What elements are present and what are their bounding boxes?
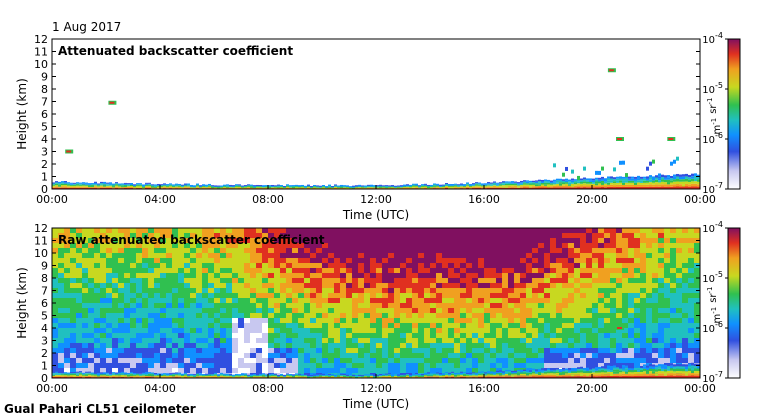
- plot-area: [52, 39, 700, 189]
- x-tick-label: 16:00: [468, 193, 500, 206]
- x-tick-label: 08:00: [252, 193, 284, 206]
- y-tick-label: 10: [34, 58, 48, 71]
- y-tick-label: 2: [41, 347, 48, 360]
- y-tick-label: 9: [41, 71, 48, 84]
- panel-title: Attenuated backscatter coefficient: [58, 44, 293, 58]
- panel-2: Raw attenuated backscatter coefficient01…: [15, 220, 741, 411]
- y-tick-label: 11: [34, 235, 48, 248]
- x-tick-label: 00:00: [36, 193, 68, 206]
- colorbar-tick-label: 10-5: [702, 270, 723, 285]
- y-tick-label: 11: [34, 46, 48, 59]
- y-tick-label: 0: [41, 183, 48, 196]
- y-tick-label: 4: [41, 133, 48, 146]
- y-tick-label: 1: [41, 360, 48, 373]
- x-axis-label: Time (UTC): [342, 397, 409, 411]
- x-tick-label: 20:00: [576, 382, 608, 395]
- y-tick-label: 2: [41, 158, 48, 171]
- x-tick-label: 00:00: [36, 382, 68, 395]
- y-axis-label: Height (km): [15, 267, 29, 338]
- y-tick-label: 1: [41, 171, 48, 184]
- x-tick-label: 12:00: [360, 193, 392, 206]
- y-tick-label: 12: [34, 222, 48, 235]
- y-tick-label: 10: [34, 247, 48, 260]
- colorbar-tick-label: 10-4: [702, 220, 723, 235]
- x-axis-label: Time (UTC): [342, 208, 409, 222]
- y-tick-label: 12: [34, 33, 48, 46]
- heatmap-cells: [52, 228, 700, 379]
- y-tick-label: 5: [41, 121, 48, 134]
- colorbar-tick-label: 10-7: [702, 370, 723, 385]
- heatmap-cells: [52, 68, 700, 190]
- x-tick-label: 12:00: [360, 382, 392, 395]
- instrument-label: Gual Pahari CL51 ceilometer: [4, 402, 196, 416]
- y-tick-label: 7: [41, 285, 48, 298]
- panel-title: Raw attenuated backscatter coefficient: [58, 233, 325, 247]
- y-axis-label: Height (km): [15, 78, 29, 149]
- y-tick-label: 5: [41, 310, 48, 323]
- x-tick-label: 00:00: [684, 193, 716, 206]
- colorbar: [727, 227, 741, 379]
- y-tick-label: 0: [41, 372, 48, 385]
- colorbar-label: m-1sr-1: [706, 97, 723, 134]
- x-tick-label: 16:00: [468, 382, 500, 395]
- y-tick-label: 3: [41, 335, 48, 348]
- colorbar-tick-label: 10-4: [702, 31, 723, 46]
- colorbar-tick-label: 10-5: [702, 81, 723, 96]
- y-tick-label: 6: [41, 108, 48, 121]
- y-tick-label: 8: [41, 83, 48, 96]
- x-tick-label: 20:00: [576, 193, 608, 206]
- colorbar: [727, 38, 741, 190]
- y-tick-label: 3: [41, 146, 48, 159]
- panel-1: Attenuated backscatter coefficient012345…: [15, 31, 741, 222]
- y-tick-label: 9: [41, 260, 48, 273]
- y-tick-label: 6: [41, 297, 48, 310]
- date-label: 1 Aug 2017: [52, 20, 122, 34]
- x-tick-label: 00:00: [684, 382, 716, 395]
- y-tick-label: 7: [41, 96, 48, 109]
- x-tick-label: 08:00: [252, 382, 284, 395]
- y-tick-label: 4: [41, 322, 48, 335]
- y-tick-label: 8: [41, 272, 48, 285]
- colorbar-tick-label: 10-7: [702, 181, 723, 196]
- colorbar-label: m-1sr-1: [706, 286, 723, 323]
- x-tick-label: 04:00: [144, 193, 176, 206]
- x-tick-label: 04:00: [144, 382, 176, 395]
